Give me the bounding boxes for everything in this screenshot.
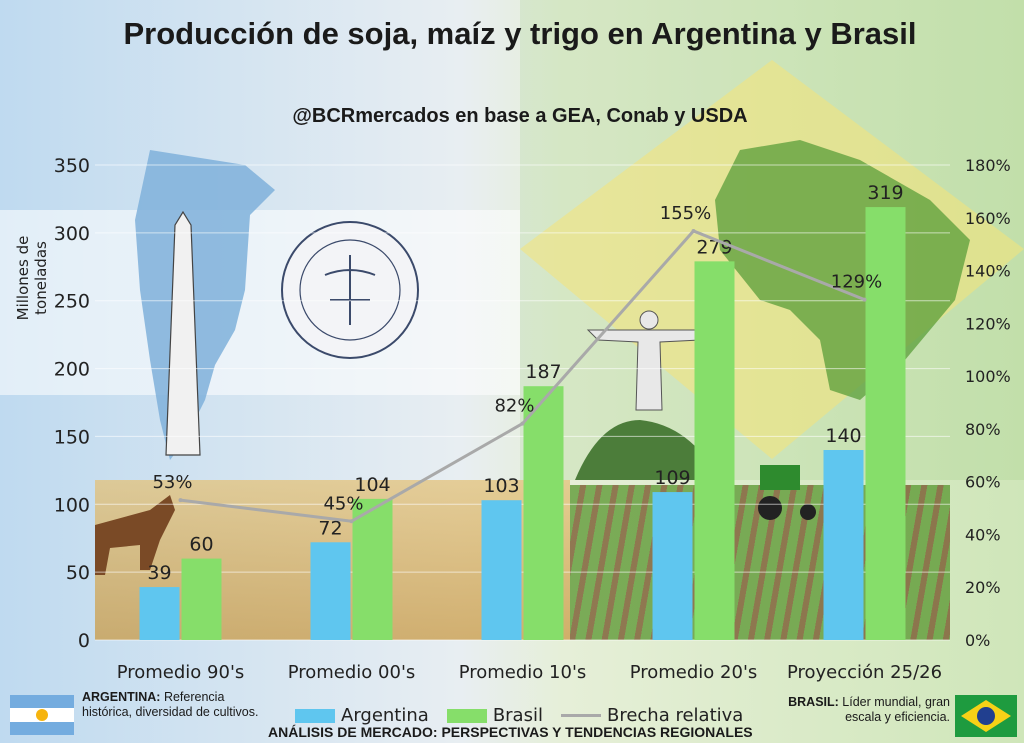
- legend-swatch-gap: [560, 714, 601, 717]
- footer-caption: ANÁLISIS DE MERCADO: PERSPECTIVAS Y TEND…: [268, 724, 753, 740]
- y-tick-label: 300: [54, 223, 90, 245]
- y-tick-label: 150: [54, 426, 90, 448]
- argentina-note: ARGENTINA: Referencia histórica, diversi…: [82, 690, 262, 720]
- bar-argentina: [139, 587, 180, 640]
- gap-label: 45%: [323, 493, 363, 514]
- y-tick-label: 250: [54, 291, 90, 313]
- gap-point: [520, 421, 525, 426]
- gap-label: 155%: [660, 203, 711, 224]
- y2-tick-label: 160%: [965, 209, 1011, 228]
- brasil-note-bold: BRASIL:: [788, 695, 839, 709]
- obelisk-icon: [165, 210, 201, 456]
- brazil-flag-icon: [955, 695, 1017, 737]
- y-tick-label: 0: [78, 630, 90, 652]
- legend-label-argentina: Argentina: [341, 705, 429, 726]
- gap-point: [349, 519, 354, 524]
- argentina-flag-band: [0, 210, 520, 395]
- gap-point: [691, 228, 696, 233]
- y2-tick-label: 120%: [965, 314, 1011, 333]
- bar-value-label: 103: [483, 475, 519, 497]
- gap-point: [862, 297, 867, 302]
- x-tick-label: Promedio 00's: [288, 662, 416, 683]
- y2-tick-label: 100%: [965, 367, 1011, 386]
- legend-swatch-brasil: [446, 708, 487, 723]
- bar-value-label: 109: [654, 467, 690, 489]
- gap-label: 53%: [152, 472, 192, 493]
- gap-line: 53% 45% 82% 155% 129%: [152, 203, 882, 524]
- bar-value-label: 104: [354, 474, 390, 496]
- y-tick-label: 200: [54, 359, 90, 381]
- tractor-icon: [758, 465, 816, 520]
- legend-item-brasil: Brasil: [446, 705, 543, 726]
- legend-item-argentina: Argentina: [295, 705, 429, 726]
- gap-label: 129%: [831, 272, 882, 293]
- x-tick-label: Promedio 90's: [117, 662, 245, 683]
- x-tick-label: Promedio 20's: [630, 662, 758, 683]
- bar-brasil: [865, 207, 906, 641]
- brazil-flag-globe-icon: [977, 707, 995, 725]
- gaucho-horse-icon: [95, 495, 175, 575]
- y2-tick-label: 180%: [965, 156, 1011, 175]
- y-tick-label: 350: [54, 155, 90, 177]
- y2-tick-label: 20%: [965, 578, 1001, 597]
- y-axis-left: 0 50 100 150 200 250 300 350: [54, 155, 90, 652]
- bcr-seal-logo: [281, 221, 419, 359]
- argentina-note-text: Referencia histórica, diversidad de cult…: [82, 690, 259, 719]
- gridlines: [95, 164, 950, 641]
- chart-title: Producción de soja, maíz y trigo en Arge…: [123, 16, 917, 51]
- y2-tick-label: 40%: [965, 525, 1001, 544]
- brasil-note: BRASIL: Líder mundial, gran escala y efi…: [780, 695, 950, 725]
- legend-label-brasil: Brasil: [492, 705, 543, 726]
- argentina-flag-icon: [10, 695, 74, 735]
- bar-value-label: 72: [318, 517, 342, 539]
- bar-brasil: [181, 558, 222, 640]
- sun-icon: [36, 709, 48, 721]
- legend: Argentina Brasil Brecha relativa: [295, 705, 743, 726]
- y2-tick-label: 80%: [965, 420, 1001, 439]
- bar-brasil: [523, 386, 564, 640]
- x-axis: Promedio 90's Promedio 00's Promedio 10's P…: [117, 662, 942, 683]
- brasil-note-text: Líder mundial, gran escala y eficiencia.: [842, 695, 950, 724]
- bar-brasil: [694, 261, 735, 640]
- legend-swatch-argentina: [295, 708, 335, 723]
- bar-value-label: 187: [525, 361, 561, 383]
- y2-tick-label: 60%: [965, 473, 1001, 492]
- y-tick-label: 100: [54, 494, 90, 516]
- bar-argentina: [310, 542, 351, 640]
- legend-label-gap: Brecha relativa: [606, 705, 744, 726]
- gap-point: [178, 498, 183, 503]
- bar-argentina: [823, 450, 864, 640]
- y2-tick-label: 0%: [965, 631, 990, 650]
- bar-value-label: 319: [867, 182, 903, 204]
- bar-argentina: [481, 500, 522, 640]
- gap-label: 82%: [494, 396, 534, 417]
- argentina-note-bold: ARGENTINA:: [82, 690, 161, 704]
- bar-value-label: 39: [147, 562, 171, 584]
- bar-brasil: [352, 498, 393, 640]
- bar-argentina: [652, 492, 693, 640]
- brazil-map-icon: [715, 140, 970, 400]
- y-tick-label: 50: [66, 562, 90, 584]
- y-axis-right: 0% 20% 40% 60% 80% 100% 120% 140% 160% 180%: [965, 156, 1011, 650]
- bar-value-label: 60: [189, 534, 213, 556]
- x-tick-label: Promedio 10's: [459, 662, 587, 683]
- y2-tick-label: 140%: [965, 262, 1011, 281]
- legend-item-gap: Brecha relativa: [560, 705, 744, 726]
- bar-value-label: 140: [825, 425, 861, 447]
- chart-subtitle: @BCRmercados en base a GEA, Conab y USDA: [292, 105, 748, 127]
- x-tick-label: Proyección 25/26: [787, 662, 942, 683]
- argentina-map-icon: [135, 150, 275, 460]
